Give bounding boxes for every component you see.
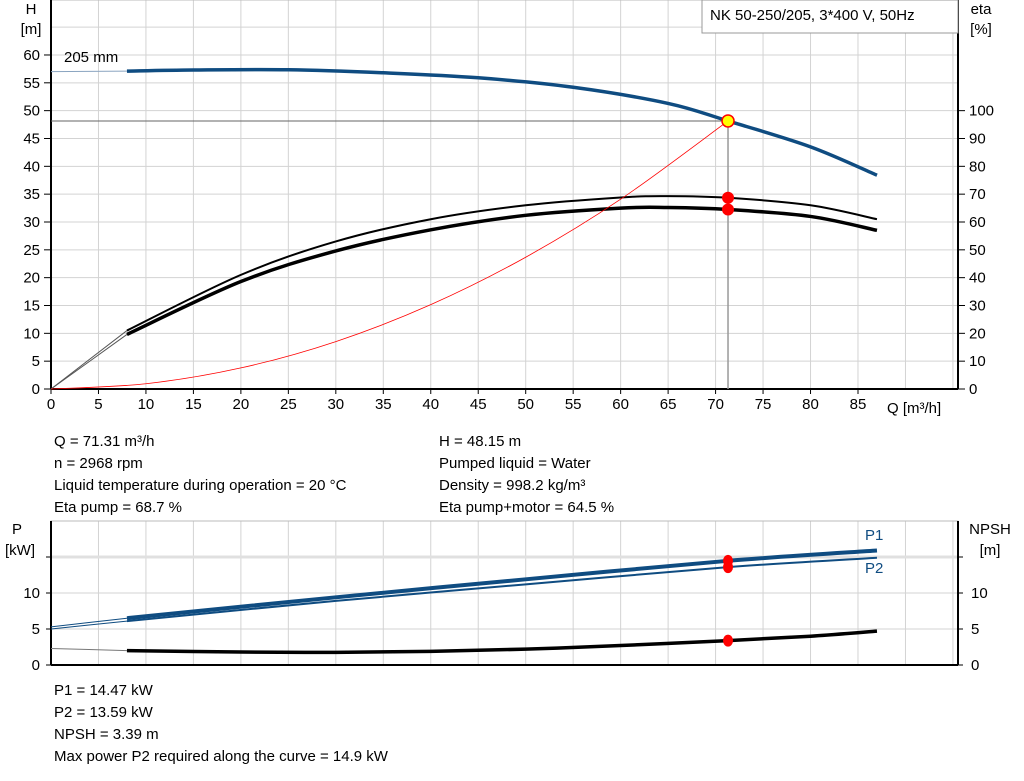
info-line: Eta pump+motor = 64.5 % — [439, 499, 614, 516]
y-tick-label-right: 100 — [969, 103, 994, 120]
y-tick-label-right: 20 — [969, 325, 986, 342]
y-axis-label-left: H — [26, 1, 37, 18]
x-tick-label: 35 — [375, 396, 392, 413]
eta-pump-motor-curve-extrapolated — [50, 334, 128, 390]
title-box-text: NK 50-250/205, 3*400 V, 50Hz — [710, 7, 915, 24]
duty-marker-p2 — [723, 561, 734, 574]
y-tick-label-left: 30 — [23, 214, 40, 231]
x-tick-label: 25 — [280, 396, 297, 413]
x-tick-label: 80 — [802, 396, 819, 413]
y-tick-label-left: 45 — [23, 130, 40, 147]
p1-curve-extrapolated — [50, 617, 128, 628]
x-tick-label: 0 — [47, 396, 55, 413]
y-tick-label-right: 90 — [969, 130, 986, 147]
y-tick-label-right: 30 — [969, 297, 986, 314]
info-line: Eta pump = 68.7 % — [54, 499, 182, 516]
x-tick-label: 15 — [185, 396, 202, 413]
p2-curve-extrapolated — [50, 620, 128, 630]
y-tick-label-right: 70 — [969, 186, 986, 203]
series-label-p1: P1 — [865, 527, 883, 544]
head-efficiency-chart: 0 5 10 15 20 25 30 35 40 45 50 55 60 65 70 75 80 85 0 5 10 15… — [21, 0, 994, 417]
info-line: Max power P2 required along the curve = … — [54, 748, 389, 765]
y-tick-label-right: 10 — [969, 353, 986, 370]
y-tick-label-left: 5 — [32, 353, 40, 370]
x-tick-label: 65 — [660, 396, 677, 413]
head-curve — [126, 67, 878, 177]
x-tick-label: 10 — [138, 396, 155, 413]
y-tick-label-right: 0 — [971, 657, 979, 674]
duty-point-marker — [721, 114, 735, 128]
y-tick-label-left: 50 — [23, 103, 40, 120]
p1-curve — [126, 548, 878, 621]
y-tick-label-right: 5 — [971, 621, 979, 638]
eta-pump-curve — [126, 195, 878, 332]
y-tick-label-left: 40 — [23, 158, 40, 175]
npsh-curve — [126, 629, 878, 655]
y-tick-label-left: 55 — [23, 75, 40, 92]
info-line: P2 = 13.59 kW — [54, 704, 154, 721]
x-tick-label: 5 — [94, 396, 102, 413]
power-npsh-chart: 0 5 10 0 5 10 P [kW] NPSH [m] P1 P2 — [5, 520, 1011, 674]
y-axis-unit-left: [kW] — [5, 542, 35, 559]
y-tick-label-left: 0 — [32, 657, 40, 674]
x-tick-label: 30 — [327, 396, 344, 413]
info-line: H = 48.15 m — [439, 433, 521, 450]
x-tick-label: 60 — [612, 396, 629, 413]
y-tick-label-right: 10 — [971, 585, 988, 602]
npsh-curve-extrapolated — [50, 647, 127, 652]
x-tick-label: 55 — [565, 396, 582, 413]
system-curve — [50, 120, 729, 390]
y-axis-unit-left: [m] — [21, 21, 42, 38]
duty-marker-npsh — [723, 634, 734, 647]
x-tick-label: 75 — [755, 396, 772, 413]
title-box — [701, 0, 959, 34]
curve-label: 205 mm — [64, 49, 118, 66]
y-tick-label-right: 80 — [969, 158, 986, 175]
y-tick-label-left: 20 — [23, 270, 40, 287]
y-axis-unit-right: [m] — [980, 542, 1001, 559]
y-tick-label-left: 5 — [32, 621, 40, 638]
duty-marker-eta-pump-motor — [722, 203, 735, 216]
info-line: Liquid temperature during operation = 20… — [54, 477, 347, 494]
series-label-p2: P2 — [865, 560, 883, 577]
y-tick-label-left: 60 — [23, 47, 40, 64]
y-tick-label-left: 10 — [23, 585, 40, 602]
y-tick-label-right: 50 — [969, 242, 986, 259]
head-curve-extrapolated — [50, 70, 127, 73]
x-tick-label: 70 — [707, 396, 724, 413]
y-tick-label-right: 40 — [969, 270, 986, 287]
y-tick-label-right: 60 — [969, 214, 986, 231]
info-line: n = 2968 rpm — [54, 455, 143, 472]
info-line: Q = 71.31 m³/h — [54, 433, 154, 450]
y-tick-label-right: 0 — [969, 381, 977, 398]
info-text: Q = 71.31 m³/h n = 2968 rpm Liquid tempera… — [54, 433, 614, 765]
x-axis-label: Q [m³/h] — [887, 400, 941, 417]
info-line: P1 = 14.47 kW — [54, 682, 154, 699]
x-tick-label: 50 — [517, 396, 534, 413]
info-line: Density = 998.2 kg/m³ — [439, 477, 585, 494]
y-axis-label-right: NPSH — [969, 521, 1011, 538]
info-line: Pumped liquid = Water — [439, 455, 591, 472]
duty-marker-eta-pump — [722, 191, 735, 204]
y-tick-label-left: 0 — [32, 381, 40, 398]
x-tick-label: 40 — [422, 396, 439, 413]
y-tick-label-left: 10 — [23, 325, 40, 342]
x-tick-label: 85 — [850, 396, 867, 413]
y-tick-label-left: 25 — [23, 242, 40, 259]
p2-curve — [126, 556, 878, 623]
info-line: NPSH = 3.39 m — [54, 726, 159, 743]
y-tick-label-left: 15 — [23, 297, 40, 314]
y-axis-label-right: eta — [971, 1, 993, 18]
x-tick-label: 45 — [470, 396, 487, 413]
y-axis-label-left: P — [12, 521, 22, 538]
x-tick-label: 20 — [233, 396, 250, 413]
y-tick-label-left: 35 — [23, 186, 40, 203]
eta-pump-motor-curve — [126, 205, 878, 337]
y-axis-unit-right: [%] — [970, 21, 992, 38]
